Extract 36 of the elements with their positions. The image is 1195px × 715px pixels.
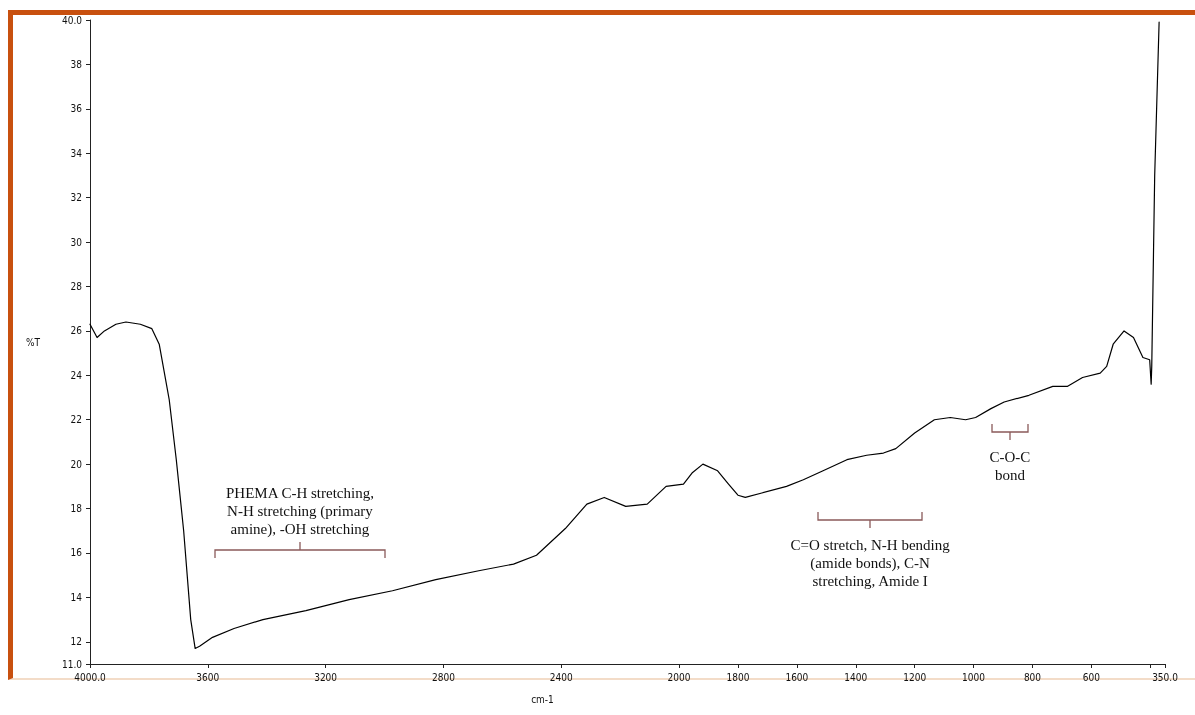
x-tick-label: 2000 [667, 671, 691, 683]
x-tick-label: 2800 [431, 671, 456, 683]
x-tick-label: 1200 [903, 671, 927, 683]
y-tick-label: 18 [70, 503, 83, 515]
y-tick-label: 24 [70, 369, 83, 381]
x-tick-label: 1400 [844, 671, 868, 683]
y-tick-label: 20 [70, 458, 83, 470]
x-tick-label: 1600 [785, 671, 809, 683]
x-tick-label: 3600 [196, 671, 220, 683]
y-tick-label: 36 [70, 103, 83, 115]
x-tick-label: 600 [1082, 671, 1101, 683]
y-tick-label: 26 [70, 325, 83, 337]
x-tick-label: 800 [1023, 671, 1042, 683]
y-tick-label: 34 [70, 147, 83, 159]
y-tick-label: 32 [70, 192, 82, 204]
x-tick-label: 1800 [726, 671, 750, 683]
y-tick-label: 12 [70, 636, 82, 648]
x-tick-label: 350.0 [1152, 671, 1179, 683]
annotation: C-O-C bond [989, 448, 1031, 484]
annotation: PHEMA C-H stretching, N-H stretching (primary amine), -OH stretching [226, 484, 374, 538]
y-tick-label: 16 [70, 547, 83, 559]
y-tick-label: 22 [70, 414, 82, 426]
x-axis-title: cm-1 [531, 693, 554, 705]
y-axis-title: %T [25, 336, 41, 348]
x-tick-label: 2400 [549, 671, 573, 683]
y-tick-label: 38 [70, 58, 83, 70]
y-tick-label: 11.0 [61, 658, 83, 670]
annotation: C=O stretch, N-H bending (amide bonds), C-N stretching, Amide I [790, 536, 950, 590]
x-tick-label: 3200 [314, 671, 338, 683]
line-series [89, 21, 1160, 650]
y-tick-label: 30 [70, 236, 83, 248]
y-tick-label: 40.0 [61, 14, 83, 26]
x-tick-label: 1000 [962, 671, 986, 683]
x-tick-label: 4000.0 [74, 671, 106, 683]
y-tick-label: 28 [70, 280, 83, 292]
y-tick-label: 14 [70, 591, 83, 603]
